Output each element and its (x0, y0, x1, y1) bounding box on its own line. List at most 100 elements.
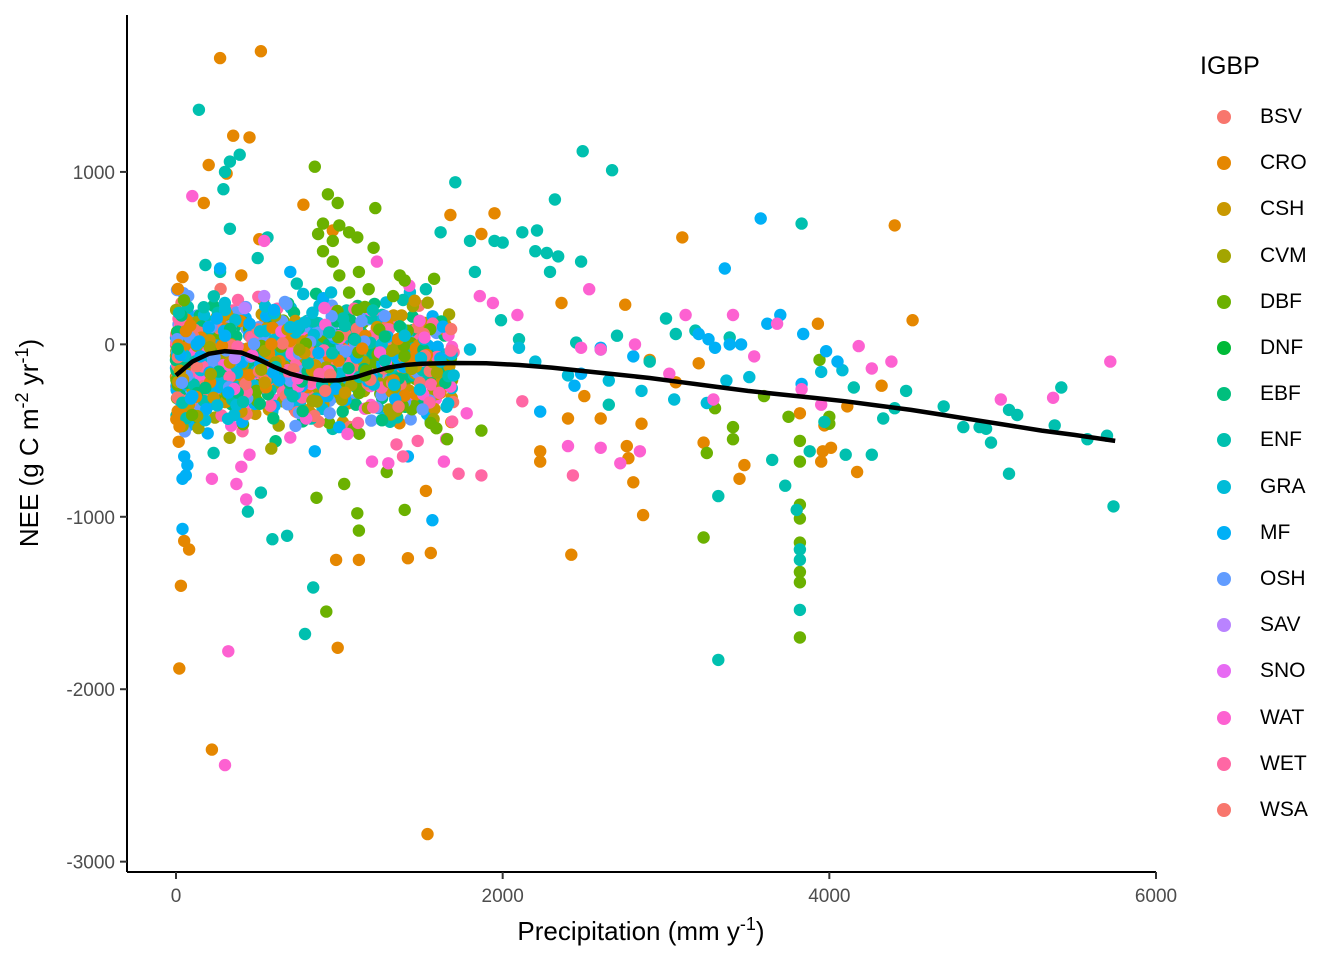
data-point-enf (468, 265, 482, 279)
data-point-enf (241, 505, 255, 518)
data-point-cro (171, 282, 185, 296)
data-point-enf (529, 245, 542, 258)
data-point-enf (984, 436, 998, 449)
data-point-osh (323, 407, 336, 420)
data-point-enf (548, 193, 562, 206)
data-point-enf (218, 165, 232, 179)
data-point-enf (494, 314, 508, 327)
data-point-dbf (430, 422, 443, 435)
legend-swatch (1217, 664, 1231, 679)
data-point-cro (697, 436, 710, 449)
data-point-osh (355, 314, 368, 328)
legend-label: CVM (1260, 243, 1307, 267)
data-point-enf (793, 543, 807, 556)
data-point-wat (815, 398, 828, 411)
data-point-ebf (296, 404, 309, 418)
data-point-wet (367, 401, 380, 414)
data-point-mf (723, 338, 736, 351)
data-point-wet (475, 469, 488, 482)
data-point-enf (610, 329, 624, 342)
y-tick-label: -3000 (66, 853, 115, 874)
data-point-mf (734, 338, 748, 351)
data-point-sav (258, 289, 271, 303)
data-point-wat (628, 338, 642, 351)
data-point-dbf (398, 503, 411, 517)
data-point-cro (733, 472, 746, 485)
data-point-gra (668, 393, 681, 406)
legend-swatch (1217, 202, 1231, 217)
legend-swatch (1217, 618, 1231, 633)
data-point-gra (324, 286, 338, 299)
data-point-dbf (427, 272, 441, 285)
legend-item-mf: MF (1200, 510, 1340, 556)
data-point-gra (447, 369, 460, 382)
data-point-mf (201, 427, 214, 440)
legend-label: SAV (1260, 613, 1301, 637)
data-point-enf (290, 277, 303, 290)
data-point-dbf (351, 507, 364, 520)
x-axis-label: Precipitation (mm y-1) (517, 914, 764, 946)
data-point-dbf (369, 201, 382, 215)
data-point-dbf (308, 160, 321, 173)
data-point-mf (312, 346, 325, 360)
data-point-mf (210, 312, 223, 325)
legend-label: CSH (1260, 197, 1305, 221)
data-point-mf (426, 514, 439, 527)
data-point-dbf (333, 269, 346, 282)
legend-item-wsa: WSA (1200, 787, 1340, 833)
data-point-cro (488, 207, 501, 220)
data-point-enf (223, 155, 237, 168)
data-point-cro (173, 420, 186, 433)
data-point-mf (176, 472, 189, 485)
data-point-wat (318, 301, 331, 315)
data-point-dbf (351, 303, 364, 317)
data-point-ebf (336, 405, 349, 418)
data-point-csh (338, 386, 352, 399)
y-tick-label: 0 (104, 335, 115, 356)
data-point-cvm (293, 343, 306, 356)
data-point-mf (761, 317, 774, 330)
data-point-dbf (793, 434, 807, 448)
x-tick-label: 0 (171, 886, 182, 907)
y-tick-label: 1000 (73, 163, 115, 184)
data-point-gra (442, 397, 455, 410)
data-point-enf (1002, 467, 1016, 480)
data-point-cro (172, 435, 185, 448)
data-point-cro (620, 439, 633, 453)
data-point-wat (1046, 391, 1060, 404)
data-point-ebf (378, 330, 392, 343)
data-point-wat (230, 477, 243, 491)
data-point-wat (240, 493, 253, 506)
y-tick-label: -1000 (66, 508, 115, 529)
data-point-mf (568, 379, 581, 392)
data-point-cro (875, 379, 888, 392)
data-point-cro (815, 455, 828, 468)
data-point-gra (306, 306, 319, 319)
legend-item-bsv: BSV (1200, 94, 1340, 140)
legend-label: ENF (1260, 428, 1302, 452)
legend-item-wet: WET (1200, 741, 1340, 787)
legend-label: DNF (1260, 336, 1304, 360)
data-point-mf (267, 303, 281, 317)
data-point-cvm (203, 341, 216, 354)
data-point-cro (824, 441, 838, 454)
data-point-dbf (700, 446, 713, 460)
data-point-cro (227, 129, 240, 142)
data-point-enf (512, 333, 526, 346)
data-point-enf (280, 529, 294, 542)
data-point-mf (222, 386, 235, 399)
data-point-cro (475, 227, 488, 241)
data-point-wet (444, 344, 457, 357)
data-point-cro (235, 269, 248, 282)
data-point-enf (516, 226, 529, 239)
data-point-ebf (171, 342, 184, 355)
data-point-dbf (321, 188, 335, 201)
data-point-wet (411, 434, 424, 448)
data-point-bsv (324, 368, 337, 381)
data-point-dbf (351, 231, 364, 244)
data-point-cro (534, 445, 547, 458)
data-point-mf (186, 389, 199, 403)
data-point-wet (223, 370, 236, 384)
legend-label: OSH (1260, 566, 1306, 590)
data-point-sav (228, 351, 241, 365)
